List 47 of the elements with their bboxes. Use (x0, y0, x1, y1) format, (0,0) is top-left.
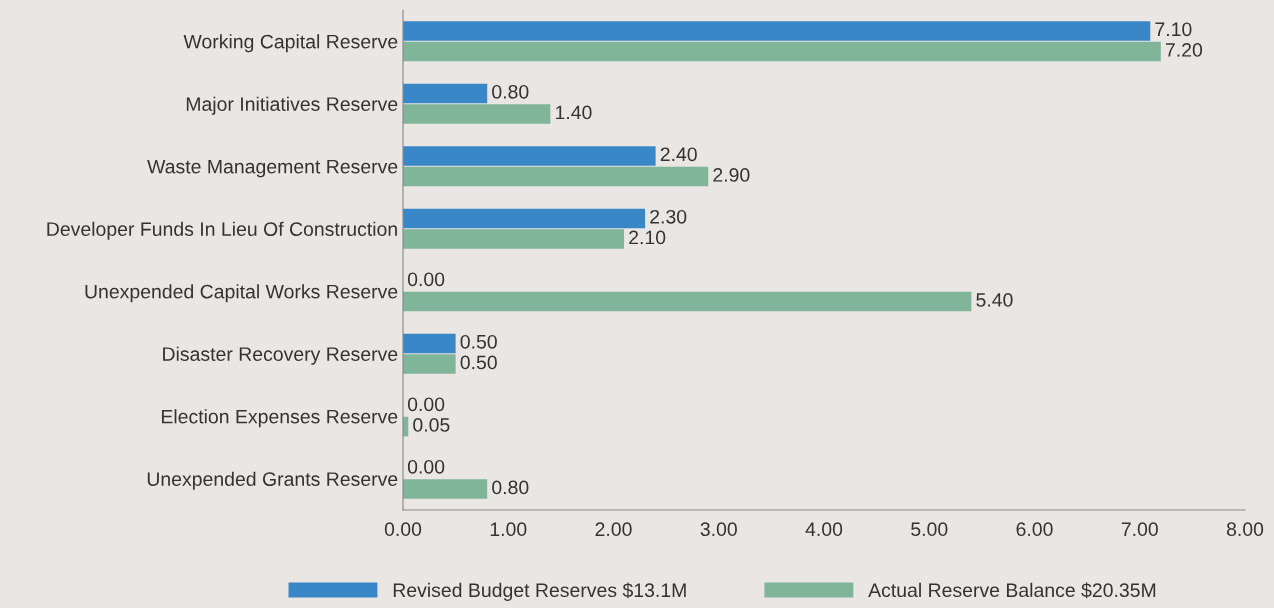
y-tick-label: Election Expenses Reserve (161, 409, 398, 428)
bar (403, 41, 1161, 62)
y-tick-label: Developer Funds In Lieu Of Construction (47, 221, 397, 240)
bar (403, 146, 656, 166)
data-label: 0.80 (492, 480, 529, 495)
x-tick-label: 4.00 (805, 522, 843, 537)
data-label: 2.30 (650, 209, 687, 224)
x-tick-label: 5.00 (911, 522, 948, 537)
y-tick-label: Unexpended Capital Works Reserve (85, 284, 398, 303)
data-label: 0.80 (492, 84, 529, 99)
data-label: 0.50 (460, 355, 497, 370)
x-tick-label: 0.00 (384, 522, 422, 537)
x-tick-label: 6.00 (1016, 522, 1053, 537)
data-label: 0.00 (407, 459, 445, 474)
data-label: 1.40 (556, 105, 592, 120)
y-tick-label: Unexpended Grants Reserve (147, 471, 398, 490)
x-tick-label: 2.00 (595, 522, 632, 537)
y-tick-label: Major Initiatives Reserve (186, 96, 398, 115)
data-label: 0.50 (460, 334, 497, 349)
bar (403, 104, 551, 124)
y-tick-label: Disaster Recovery Reserve (163, 346, 398, 365)
x-tick-label: 8.00 (1226, 522, 1264, 537)
data-label: 0.00 (407, 272, 445, 287)
data-label: 0.05 (413, 418, 450, 432)
bar (403, 354, 456, 374)
legend-label: Actual Reserve Balance $20.35M (868, 582, 1156, 599)
bar (403, 166, 709, 187)
bar (403, 208, 646, 229)
data-label: 2.90 (713, 168, 750, 182)
data-label: 2.40 (660, 147, 697, 162)
data-label: 5.40 (976, 293, 1013, 307)
legend-label: Revised Budget Reserves $13.1M (393, 582, 686, 601)
data-label: 7.10 (1155, 22, 1192, 37)
y-tick-label: Working Capital Reserve (183, 34, 398, 53)
bar (403, 479, 488, 499)
bar (403, 291, 972, 312)
bar (403, 229, 625, 249)
bar (403, 83, 488, 104)
bar (403, 333, 456, 354)
data-label: 2.10 (629, 230, 666, 245)
x-tick-label: 3.00 (700, 522, 737, 537)
data-label: 0.00 (407, 397, 445, 412)
bar (403, 21, 1151, 41)
x-tick-label: 1.00 (490, 522, 527, 537)
x-tick-label: 7.00 (1121, 522, 1158, 537)
data-label: 7.20 (1165, 43, 1203, 57)
y-tick-label: Waste Management Reserve (147, 159, 398, 178)
